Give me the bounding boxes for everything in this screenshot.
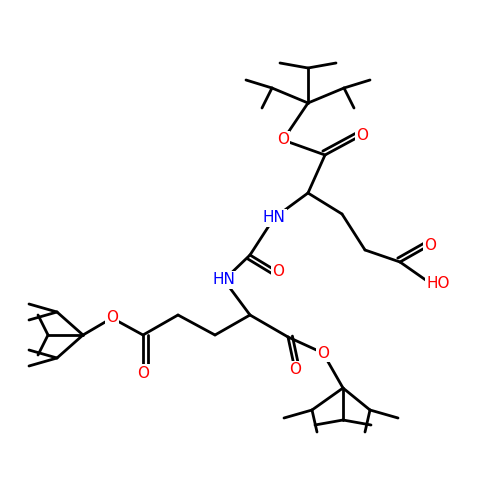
Text: O: O [424, 238, 436, 252]
Text: O: O [277, 132, 289, 148]
Text: O: O [289, 362, 301, 378]
Text: O: O [317, 346, 329, 360]
Text: O: O [356, 128, 368, 142]
Text: O: O [106, 310, 118, 326]
Text: HN: HN [262, 210, 285, 226]
Text: HO: HO [426, 276, 450, 290]
Text: O: O [137, 366, 149, 380]
Text: O: O [272, 264, 284, 280]
Text: HN: HN [212, 272, 236, 287]
